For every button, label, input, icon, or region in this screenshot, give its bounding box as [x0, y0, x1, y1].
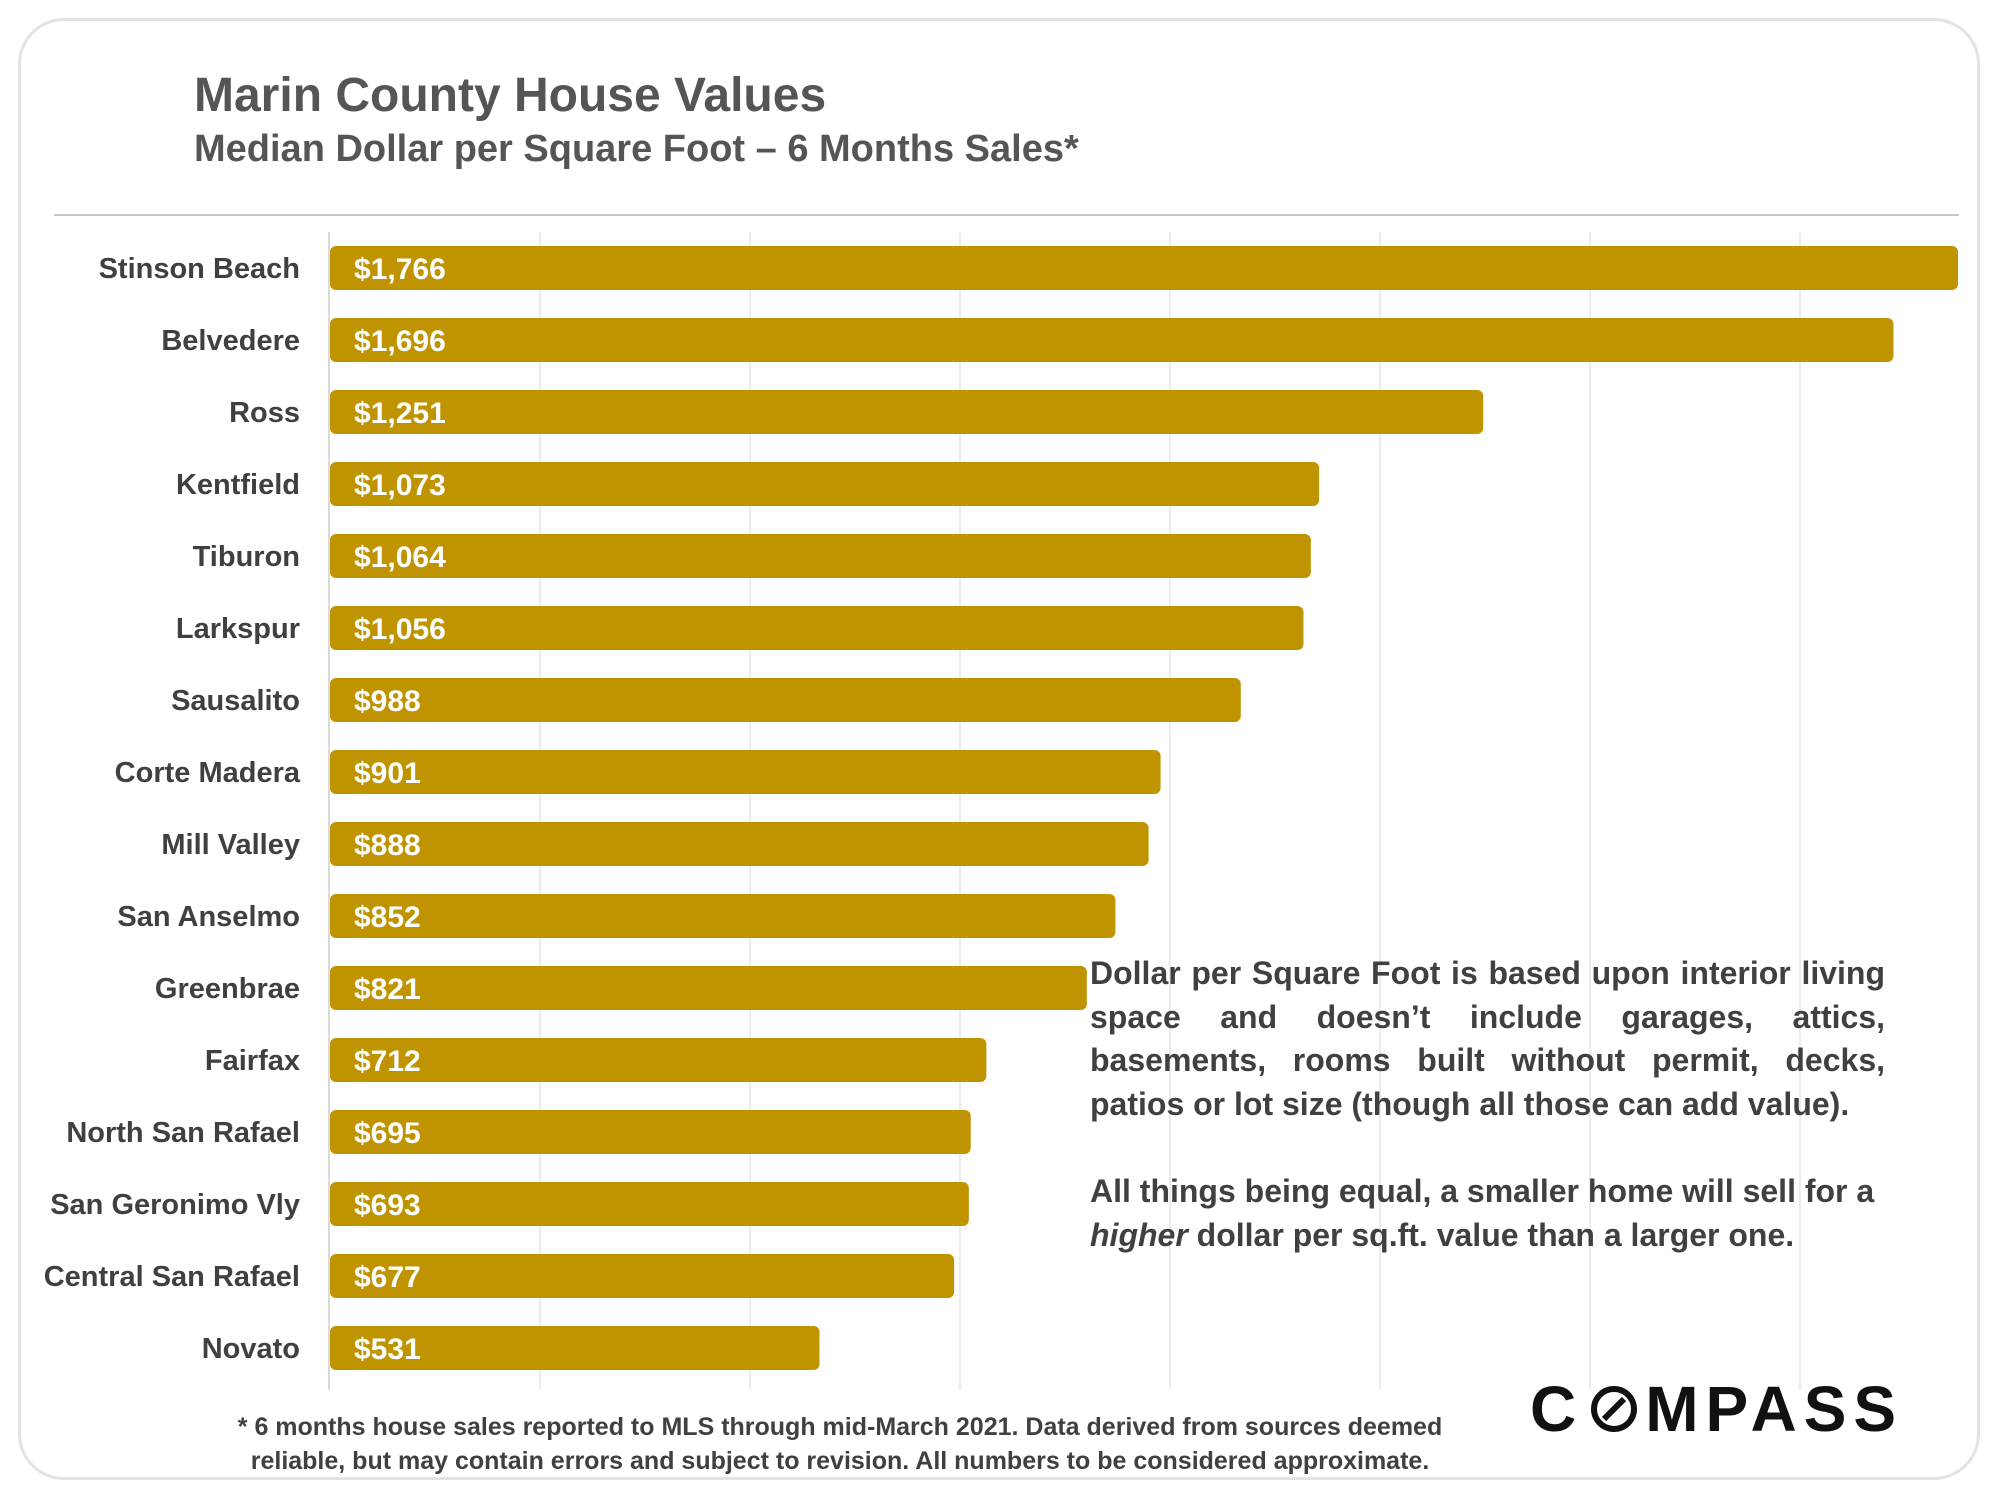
bar-14 — [330, 1254, 955, 1298]
bar-value-label: $531 — [354, 1333, 421, 1366]
category-label: Central San Rafael — [44, 1261, 300, 1293]
compass-logo: C MPASS — [1530, 1372, 1903, 1446]
category-label: Corte Madera — [115, 757, 301, 789]
category-label: North San Rafael — [66, 1117, 300, 1149]
chart-subtitle: Median Dollar per Square Foot – 6 Months… — [194, 128, 1079, 170]
bar-2 — [330, 390, 1484, 434]
comparison-note-text-start: All things being equal, a smaller home w… — [1090, 1173, 1875, 1209]
comparison-note-emphasis: higher — [1090, 1216, 1188, 1253]
category-label: Tiburon — [193, 541, 300, 573]
bar-value-label: $1,251 — [354, 397, 446, 430]
bar-value-label: $677 — [354, 1261, 421, 1294]
category-label: Greenbrae — [155, 973, 300, 1005]
bar-value-label: $821 — [354, 973, 421, 1006]
bar-1 — [330, 318, 1894, 362]
bar-4 — [330, 534, 1311, 578]
footnote-line-2: reliable, but may contain errors and sub… — [250, 1447, 1430, 1475]
comparison-note: All things being equal, a smaller home w… — [1090, 1170, 1885, 1257]
bar-10 — [330, 966, 1087, 1010]
bar-value-label: $1,073 — [354, 469, 446, 502]
bar-7 — [330, 750, 1161, 794]
bar-value-label: $901 — [354, 757, 421, 790]
category-label: Stinson Beach — [99, 253, 300, 285]
category-label: Fairfax — [205, 1045, 300, 1077]
category-label: San Anselmo — [117, 901, 300, 933]
bar-value-label: $695 — [354, 1117, 421, 1150]
category-label: Mill Valley — [161, 829, 300, 861]
methodology-note: Dollar per Square Foot is based upon int… — [1090, 955, 1885, 1122]
category-label: Belvedere — [161, 325, 300, 357]
category-label: Larkspur — [176, 613, 300, 645]
bar-value-label: $1,766 — [354, 253, 446, 286]
title-divider — [54, 214, 1959, 216]
bar-value-label: $852 — [354, 901, 421, 934]
logo-text-end: MPASS — [1645, 1373, 1904, 1445]
bar-6 — [330, 678, 1241, 722]
bar-value-label: $1,056 — [354, 613, 446, 646]
bar-15 — [330, 1326, 820, 1370]
comparison-note-text-end: dollar per sq.ft. value than a larger on… — [1187, 1216, 1795, 1253]
bar-value-label: $888 — [354, 829, 421, 862]
bar-9 — [330, 894, 1116, 938]
bar-value-label: $988 — [354, 685, 421, 718]
footnote: * 6 months house sales reported to MLS t… — [200, 1410, 1480, 1478]
bar-3 — [330, 462, 1320, 506]
bar-13 — [330, 1182, 969, 1226]
bar-12 — [330, 1110, 971, 1154]
category-label: San Geronimo Vly — [50, 1189, 300, 1221]
bar-value-label: $1,064 — [354, 541, 446, 574]
category-label: Novato — [202, 1333, 300, 1365]
bar-11 — [330, 1038, 987, 1082]
category-label: Sausalito — [171, 685, 300, 717]
bar-5 — [330, 606, 1304, 650]
bar-value-label: $693 — [354, 1189, 421, 1222]
chart-title: Marin County House Values — [194, 69, 827, 122]
bar-0 — [330, 246, 1958, 290]
category-label: Ross — [229, 397, 300, 429]
logo-text-start: C — [1530, 1373, 1584, 1445]
bar-value-label: $712 — [354, 1045, 421, 1078]
category-label: Kentfield — [176, 469, 300, 501]
compass-o-icon — [1591, 1386, 1638, 1432]
bar-8 — [330, 822, 1149, 866]
bar-value-label: $1,696 — [354, 325, 446, 358]
footnote-line-1: * 6 months house sales reported to MLS t… — [237, 1413, 1443, 1441]
